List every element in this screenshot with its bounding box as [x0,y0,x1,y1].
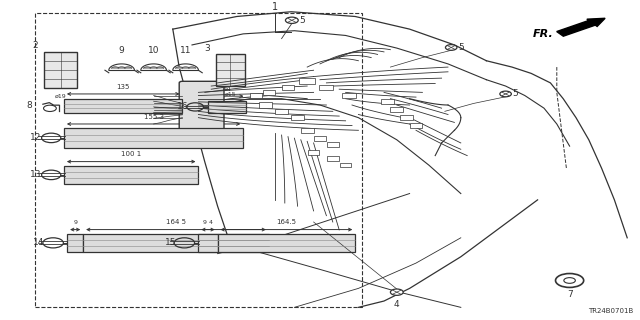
Bar [263,90,275,95]
Bar [314,136,326,141]
Polygon shape [118,67,125,68]
Text: 14: 14 [33,238,45,247]
Text: 7: 7 [567,290,572,299]
Bar [301,128,314,133]
Bar [327,156,339,161]
Text: 9: 9 [119,46,124,55]
Bar [342,93,356,98]
Text: 9: 9 [73,220,77,226]
Text: 5: 5 [458,43,464,52]
Bar [218,234,355,252]
Text: 4: 4 [394,300,399,309]
Bar [250,93,262,98]
Bar [208,101,246,113]
Text: TR24B0701B: TR24B0701B [588,308,634,314]
Circle shape [500,91,511,97]
Bar [67,234,83,252]
Circle shape [445,44,457,50]
Text: 100 1: 100 1 [121,151,141,157]
Circle shape [285,17,298,23]
Text: 15: 15 [164,238,176,247]
Bar [259,102,272,108]
Text: ø19: ø19 [55,94,67,99]
Bar [300,78,315,84]
Text: 44: 44 [223,86,232,92]
Text: 3: 3 [204,44,209,53]
Polygon shape [175,67,183,68]
Polygon shape [156,67,164,68]
Polygon shape [111,67,119,68]
Text: 135: 135 [116,84,130,90]
Bar [216,54,244,86]
Bar [390,107,403,112]
Bar [275,109,288,114]
Text: FR.: FR. [533,29,554,39]
Bar [83,234,269,252]
Text: 155 3: 155 3 [143,114,164,120]
Bar [319,85,333,91]
Bar [340,163,351,167]
Circle shape [556,274,584,287]
Text: 10: 10 [148,46,159,55]
Text: 9 4: 9 4 [203,220,213,226]
Text: 164.5: 164.5 [276,220,296,226]
Bar [291,115,304,120]
Bar [64,128,243,148]
Bar [198,234,218,252]
Polygon shape [143,67,151,68]
Bar [327,142,339,147]
Polygon shape [182,67,189,68]
Bar [308,150,319,155]
Bar [44,52,77,88]
Text: 11: 11 [180,46,191,55]
Bar [282,85,294,90]
Text: 164 5: 164 5 [166,220,186,226]
FancyBboxPatch shape [179,81,224,135]
Bar [400,115,413,120]
Text: 12: 12 [30,133,42,142]
Text: 5: 5 [300,16,305,25]
Text: 8: 8 [26,101,32,110]
Circle shape [390,289,403,295]
Text: 1: 1 [272,2,278,12]
Bar [35,13,362,307]
Bar [64,99,182,113]
Bar [410,123,422,128]
Polygon shape [188,67,196,68]
Text: 16: 16 [177,102,189,111]
Text: 2: 2 [32,42,38,51]
Text: ø15: ø15 [225,92,236,97]
Polygon shape [150,67,157,68]
FancyArrow shape [557,18,605,36]
Bar [381,99,394,104]
Bar [64,166,198,184]
Text: 13: 13 [30,170,42,180]
Text: 5: 5 [513,90,518,99]
Polygon shape [124,67,132,68]
